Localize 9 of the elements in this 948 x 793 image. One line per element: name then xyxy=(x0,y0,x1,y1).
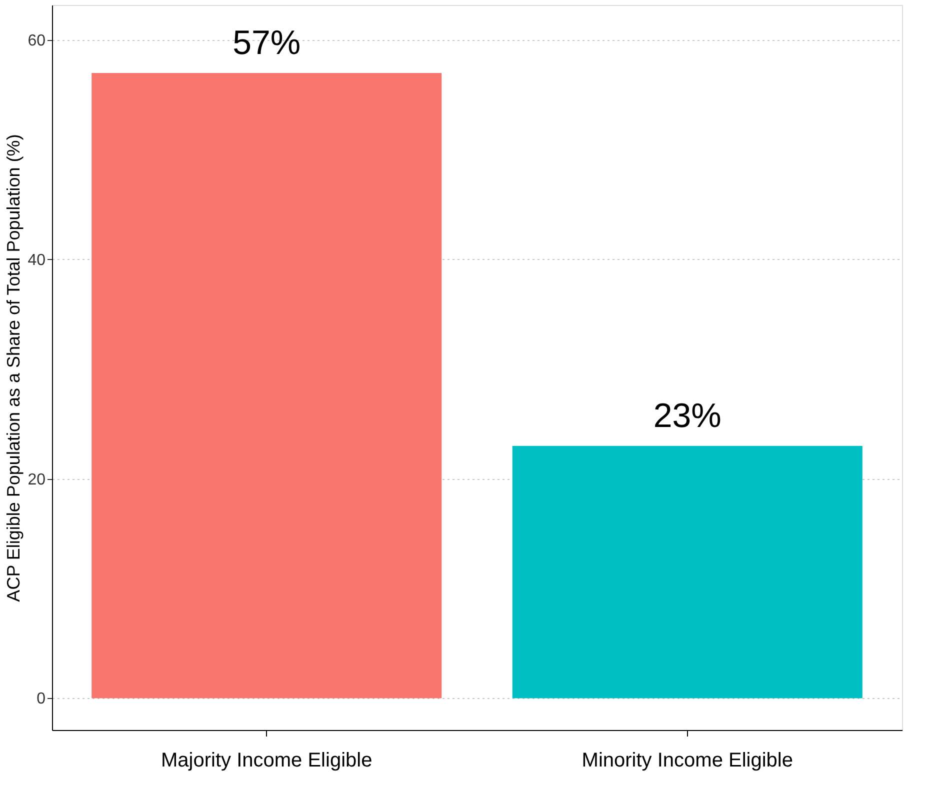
y-tick-label: 40 xyxy=(28,252,46,269)
x-tick-label: Majority Income Eligible xyxy=(161,750,372,772)
data-label: 23% xyxy=(653,396,722,435)
y-tick-label: 0 xyxy=(36,690,46,708)
y-tick-label: 20 xyxy=(28,471,46,488)
data-label: 57% xyxy=(232,24,301,62)
y-tick-label: 60 xyxy=(28,32,46,50)
y-axis-title: ACP Eligible Population as a Share of Total Population (%) xyxy=(4,134,24,602)
x-tick-label: Minority Income Eligible xyxy=(582,750,793,772)
